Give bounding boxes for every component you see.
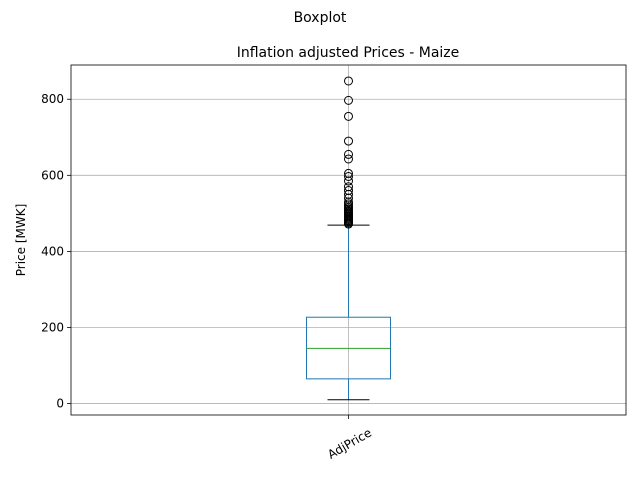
axes-frame (70, 64, 627, 416)
outlier-point (344, 154, 353, 164)
outlier-point (344, 182, 353, 192)
y-tick-label: 0 (56, 397, 64, 411)
outlier-point (344, 168, 353, 178)
outlier-point (344, 76, 353, 86)
chart-title: Inflation adjusted Prices - Maize (237, 45, 460, 61)
y-tick-label: 200 (41, 321, 64, 335)
outlier-point (344, 136, 353, 146)
x-tick-label: AdjPrice (325, 425, 374, 461)
outlier-point (344, 95, 353, 105)
figure-suptitle: Boxplot (294, 10, 347, 26)
plot-area: 0 200 400 600 800 AdjPrice (41, 64, 627, 462)
outlier-point (344, 111, 353, 121)
outlier-point (344, 186, 353, 196)
y-tick-label: 400 (41, 244, 64, 258)
y-tick-label: 600 (41, 168, 64, 182)
outlier-point (344, 171, 353, 181)
y-axis-label: Price [MWK] (14, 204, 28, 277)
outlier-point (344, 149, 353, 159)
y-tick-label: 800 (41, 92, 64, 106)
